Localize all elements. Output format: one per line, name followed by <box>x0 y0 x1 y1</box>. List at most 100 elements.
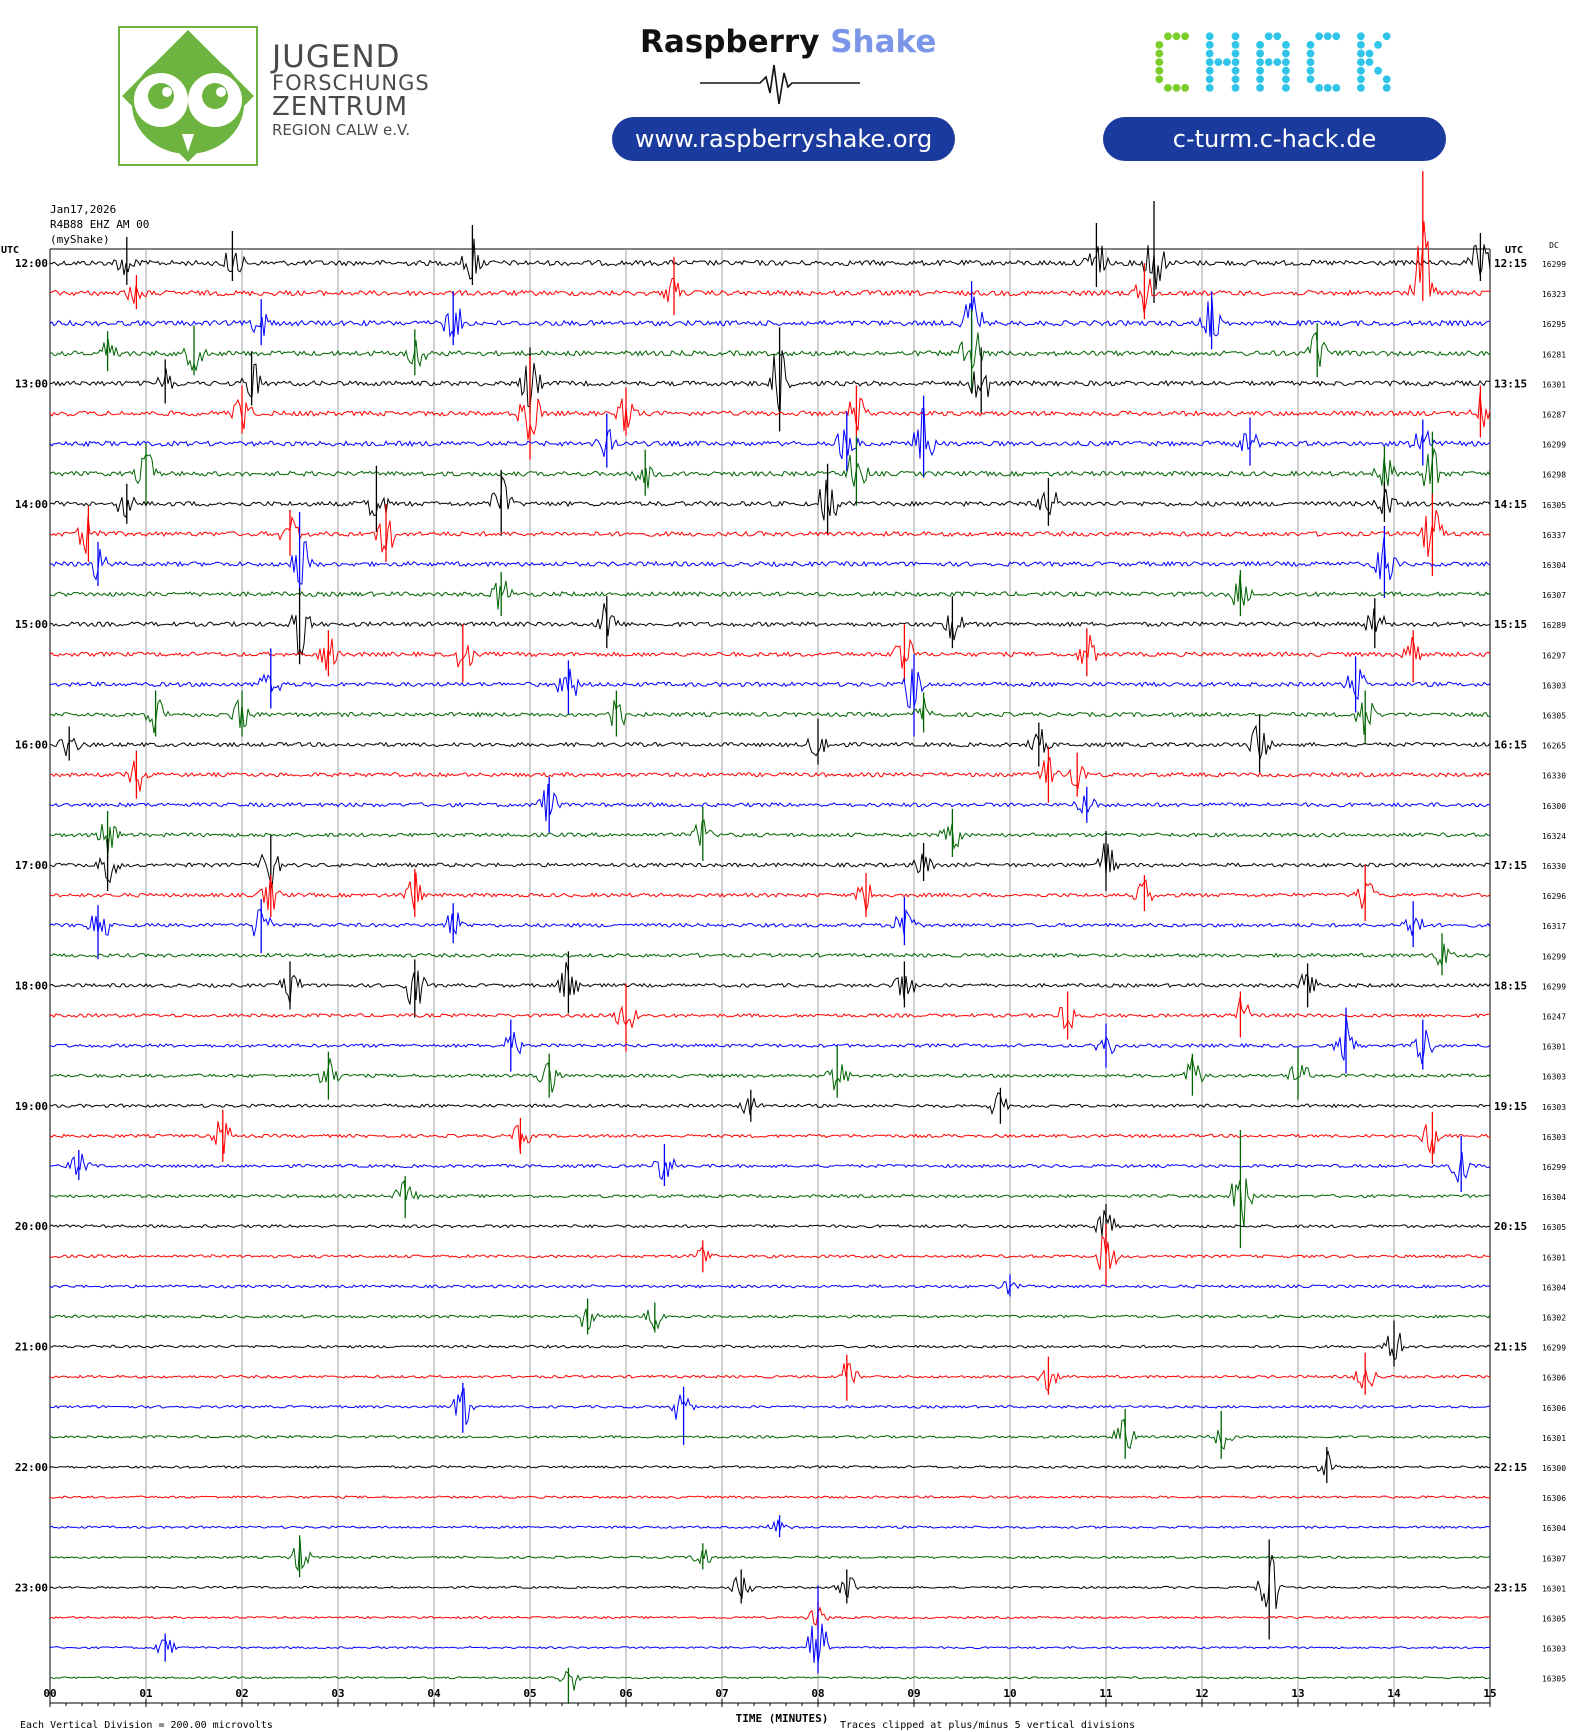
chack-logo-dot <box>1357 49 1365 58</box>
trace-row <box>49 603 1491 657</box>
chack-logo-dot <box>1273 58 1282 66</box>
dc-offset-label: 16299 <box>1542 1344 1566 1353</box>
dc-offset-label: 16295 <box>1542 320 1566 329</box>
chack-logo-dot <box>1181 84 1189 92</box>
left-hour-label: 18:00 <box>15 979 48 992</box>
chack-logo-dot <box>1256 84 1264 92</box>
trace-row <box>49 1056 1491 1093</box>
trace-row <box>50 1091 1491 1116</box>
chack-url-pill[interactable]: c-turm.c-hack.de <box>1103 117 1446 161</box>
chack-logo-dot <box>1306 66 1315 75</box>
chack-logo-dot <box>1306 41 1315 49</box>
dc-offset-label: 16301 <box>1542 1584 1566 1593</box>
trace-row <box>49 757 1491 792</box>
chack-logo-dot <box>1155 58 1164 66</box>
dc-offset-label: 16324 <box>1542 832 1566 841</box>
left-hour-label: 21:00 <box>15 1341 48 1354</box>
dc-offset-label: 16304 <box>1542 561 1566 570</box>
chack-logo-dot <box>1172 32 1181 41</box>
meta-station: R4B88 EHZ AM 00 <box>50 218 150 231</box>
dc-offset-label: 16301 <box>1542 1043 1566 1052</box>
trace-row <box>49 1450 1491 1476</box>
dc-offset-label: 16247 <box>1542 1013 1566 1022</box>
trace-row <box>49 475 1491 521</box>
right-hour-label: 13:15 <box>1494 377 1527 390</box>
chack-logo-dot <box>1273 32 1282 41</box>
chack-logo-dot <box>1164 32 1172 41</box>
footnote-right: Traces clipped at plus/minus 5 vertical … <box>840 1720 1136 1731</box>
chack-logo-dot <box>1357 84 1365 92</box>
x-tick-label: 13 <box>1291 1687 1304 1700</box>
dc-offset-label: 16330 <box>1542 862 1566 871</box>
trace-row <box>49 296 1491 338</box>
chack-url[interactable]: c-turm.c-hack.de <box>1172 125 1377 153</box>
chack-logo-dot <box>1155 75 1164 84</box>
dc-offset-label: 16298 <box>1542 471 1566 480</box>
chack-logo-dot <box>1282 75 1290 84</box>
trace-row <box>49 818 1491 854</box>
rs-word-2: Shake <box>830 24 937 60</box>
trace-row <box>49 1209 1491 1237</box>
chack-logo-dot <box>1155 41 1164 49</box>
x-tick-label: 05 <box>523 1687 536 1700</box>
left-hour-label: 15:00 <box>15 618 48 631</box>
left-utc-title: UTC <box>1 245 19 256</box>
chack-logo-dot <box>1382 32 1391 41</box>
chack-logo-dot <box>1357 66 1365 75</box>
left-hour-label: 22:00 <box>15 1461 48 1474</box>
dc-offset-label: 16299 <box>1542 441 1566 450</box>
dc-offset-label: 16317 <box>1542 922 1566 931</box>
chack-logo-dot <box>1365 49 1374 58</box>
left-hour-label: 23:00 <box>15 1581 48 1594</box>
trace-row <box>49 961 1491 1005</box>
right-hour-label: 15:15 <box>1494 618 1527 631</box>
dc-offset-label: 16287 <box>1542 411 1566 420</box>
raspberryshake-url[interactable]: www.raspberryshake.org <box>634 125 933 153</box>
trace-row <box>49 1495 1491 1499</box>
chack-logo-dot <box>1282 58 1290 66</box>
x-tick-label: 03 <box>331 1687 344 1700</box>
dc-offset-label: 16281 <box>1542 350 1566 359</box>
dc-offset-label: 16296 <box>1542 892 1566 901</box>
chack-logo-dot <box>1256 41 1264 49</box>
chack-logo-dot <box>1155 49 1164 58</box>
trace-row <box>50 668 1491 709</box>
chack-logo-dot <box>1231 58 1240 66</box>
trace-row <box>49 1606 1491 1626</box>
station-meta: Jan17,2026 R4B88 EHZ AM 00 (myShake) <box>50 202 149 247</box>
trace-row <box>49 1519 1491 1532</box>
chack-logo-dot <box>1231 84 1240 92</box>
right-hour-label: 19:15 <box>1494 1100 1527 1113</box>
chack-logo-dot <box>1223 58 1231 66</box>
trace-row <box>49 1387 1491 1425</box>
x-tick-label: 14 <box>1387 1687 1401 1700</box>
jfz-wordmark: JUGEND FORSCHUNGS ZENTRUM REGION CALW e.… <box>272 42 430 138</box>
chack-logo-dot <box>1231 75 1240 84</box>
header-banner: JUGEND FORSCHUNGS ZENTRUM REGION CALW e.… <box>0 0 1570 195</box>
chack-logo-dot <box>1172 84 1181 92</box>
chack-logo-dot <box>1323 32 1332 41</box>
left-hour-label: 12:00 <box>15 257 48 270</box>
dc-offset-label: 16303 <box>1542 1103 1566 1112</box>
chack-logo-dot <box>1357 32 1365 41</box>
chack-logo-dot <box>1231 32 1240 41</box>
left-hour-label: 14:00 <box>15 498 48 511</box>
right-hour-label: 16:15 <box>1494 739 1527 752</box>
trace-row <box>49 1554 1491 1609</box>
chack-logo-dot <box>1382 84 1391 92</box>
right-hour-label: 20:15 <box>1494 1220 1527 1233</box>
x-tick-label: 00 <box>43 1687 56 1700</box>
trace-row <box>49 393 1491 440</box>
x-tick-label: 08 <box>811 1687 824 1700</box>
jfz-line-4: REGION CALW e.V. <box>272 121 411 139</box>
x-tick-label: 15 <box>1483 1687 1496 1700</box>
dc-offset-label: 16304 <box>1542 1283 1566 1292</box>
dc-offset-label: 16307 <box>1542 591 1566 600</box>
trace-row <box>49 221 1491 313</box>
dc-offset-label: 16303 <box>1542 1133 1566 1142</box>
chack-logo-dot <box>1332 32 1341 41</box>
chack-logo-dot <box>1323 84 1332 92</box>
chack-logo-dot <box>1365 58 1374 66</box>
raspberryshake-url-pill[interactable]: www.raspberryshake.org <box>612 117 955 161</box>
chack-logo-dot <box>1205 49 1214 58</box>
